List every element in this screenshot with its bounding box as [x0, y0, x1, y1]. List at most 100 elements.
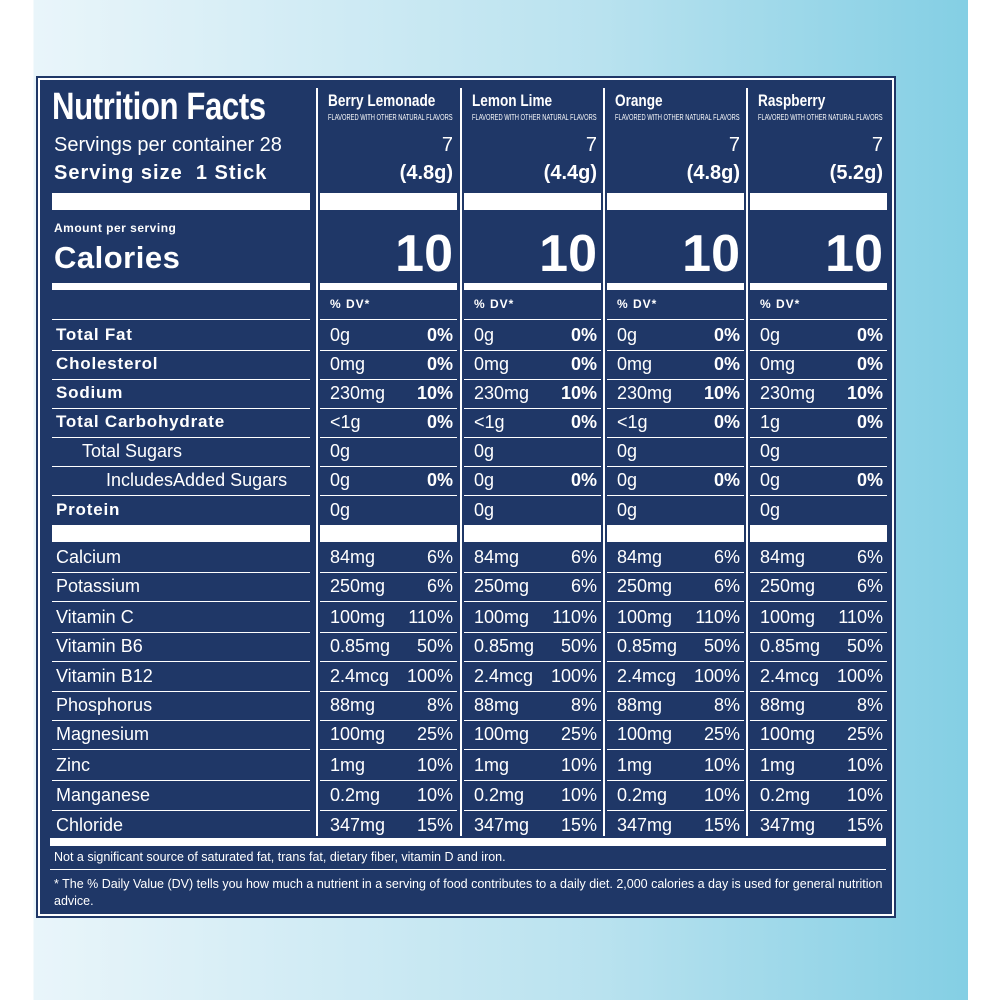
dv-header: % DV*: [330, 297, 371, 311]
daily-value: 100%: [550, 666, 597, 686]
thin-rule: [607, 632, 744, 633]
nutrition-panel: [36, 76, 896, 918]
daily-value: 25%: [416, 724, 453, 744]
thin-rule: [320, 572, 457, 573]
amount: 0.85mg: [474, 636, 535, 656]
daily-value: 110%: [408, 607, 453, 627]
thick-rule: [52, 525, 310, 542]
servings: Servings per container 28: [54, 134, 282, 156]
thin-rule: [750, 572, 887, 573]
amount: 0.2mg: [474, 785, 525, 805]
daily-value: 6%: [856, 576, 883, 596]
daily-value: 50%: [560, 636, 597, 656]
thin-rule: [320, 319, 457, 320]
daily-value: 8%: [856, 695, 883, 715]
amount: 2.4mcg: [760, 666, 820, 686]
amount: 100mg: [617, 607, 673, 627]
thin-rule: [750, 661, 887, 662]
flavor-name: Raspberry: [758, 91, 826, 110]
nutrient-name: Vitamin C: [56, 607, 134, 627]
thick-rule: [607, 525, 744, 542]
amount: 0g: [760, 441, 781, 461]
amount: 88mg: [760, 695, 806, 715]
amount: 1g: [760, 412, 781, 432]
daily-value: 50%: [416, 636, 453, 656]
amount: 0mg: [474, 354, 510, 374]
nutrient-name-bold: Total Fat: [56, 325, 133, 344]
amount: 0g: [474, 325, 495, 345]
daily-value: 10%: [416, 755, 453, 775]
amount: 0g: [617, 500, 638, 520]
thin-rule: [320, 780, 457, 781]
column-divider: [460, 88, 462, 836]
daily-value: 0%: [713, 325, 740, 345]
flavor-serving-size: (5.2g): [829, 162, 883, 184]
amount: 0.85mg: [617, 636, 678, 656]
thick-rule: [320, 193, 457, 210]
thin-rule: [320, 350, 457, 351]
thin-rule: [52, 350, 310, 351]
amount: 0g: [474, 441, 495, 461]
daily-value: 25%: [703, 724, 740, 744]
amount: 2.4mcg: [617, 666, 677, 686]
amount: 0.2mg: [617, 785, 668, 805]
amount: 100mg: [760, 607, 816, 627]
thin-rule: [52, 408, 310, 409]
daily-value: 0%: [426, 354, 453, 374]
nutrient-name: Potassium: [56, 576, 141, 596]
thin-rule: [464, 466, 601, 467]
thin-rule: [750, 379, 887, 380]
daily-value: 8%: [570, 695, 597, 715]
daily-value: 10%: [846, 755, 883, 775]
calories-value: 10: [682, 225, 740, 283]
amount: <1g: [617, 412, 648, 432]
thin-rule: [464, 495, 601, 496]
footnote: Not a significant source of saturated fa…: [54, 850, 506, 864]
thin-rule: [52, 572, 310, 573]
thin-rule: [320, 749, 457, 750]
flavor-serving-size: (4.4g): [543, 162, 597, 184]
amount: 0.85mg: [330, 636, 391, 656]
daily-value: 0%: [856, 470, 883, 490]
amount: 84mg: [330, 547, 376, 567]
thin-rule: [750, 350, 887, 351]
thin-rule: [464, 810, 601, 811]
amount: 0mg: [760, 354, 796, 374]
thin-rule: [607, 749, 744, 750]
flavor-name: Orange: [615, 91, 663, 110]
thin-rule: [464, 408, 601, 409]
amount: 1mg: [330, 755, 366, 775]
amount: 250mg: [474, 576, 530, 596]
thin-rule: [52, 495, 310, 496]
daily-value: 100%: [406, 666, 453, 686]
nutrient-name-bold: Cholesterol: [56, 354, 159, 373]
amount: 250mg: [330, 576, 386, 596]
column-divider: [746, 88, 748, 836]
amount: 100mg: [474, 724, 530, 744]
amount: 84mg: [474, 547, 520, 567]
daily-value: 110%: [552, 607, 597, 627]
amount: 88mg: [474, 695, 520, 715]
amount: 100mg: [330, 607, 386, 627]
thin-rule: [750, 319, 887, 320]
amount: <1g: [474, 412, 505, 432]
thin-rule: [607, 466, 744, 467]
calories-value: 10: [825, 225, 883, 283]
nutrient-name-bold: Protein: [56, 500, 121, 519]
amount: 0g: [617, 470, 638, 490]
daily-value: 8%: [713, 695, 740, 715]
amount: 0.85mg: [760, 636, 821, 656]
daily-value: 0%: [856, 325, 883, 345]
thick-rule: [607, 193, 744, 210]
amount: 0g: [617, 441, 638, 461]
thin-rule: [52, 749, 310, 750]
flavor-servings: 7: [585, 134, 597, 156]
amount: 347mg: [330, 815, 386, 835]
daily-value: 10%: [560, 383, 597, 403]
amount: 0mg: [617, 354, 653, 374]
daily-value: 50%: [846, 636, 883, 656]
thin-rule: [320, 495, 457, 496]
amount: 88mg: [330, 695, 376, 715]
column-divider: [603, 88, 605, 836]
